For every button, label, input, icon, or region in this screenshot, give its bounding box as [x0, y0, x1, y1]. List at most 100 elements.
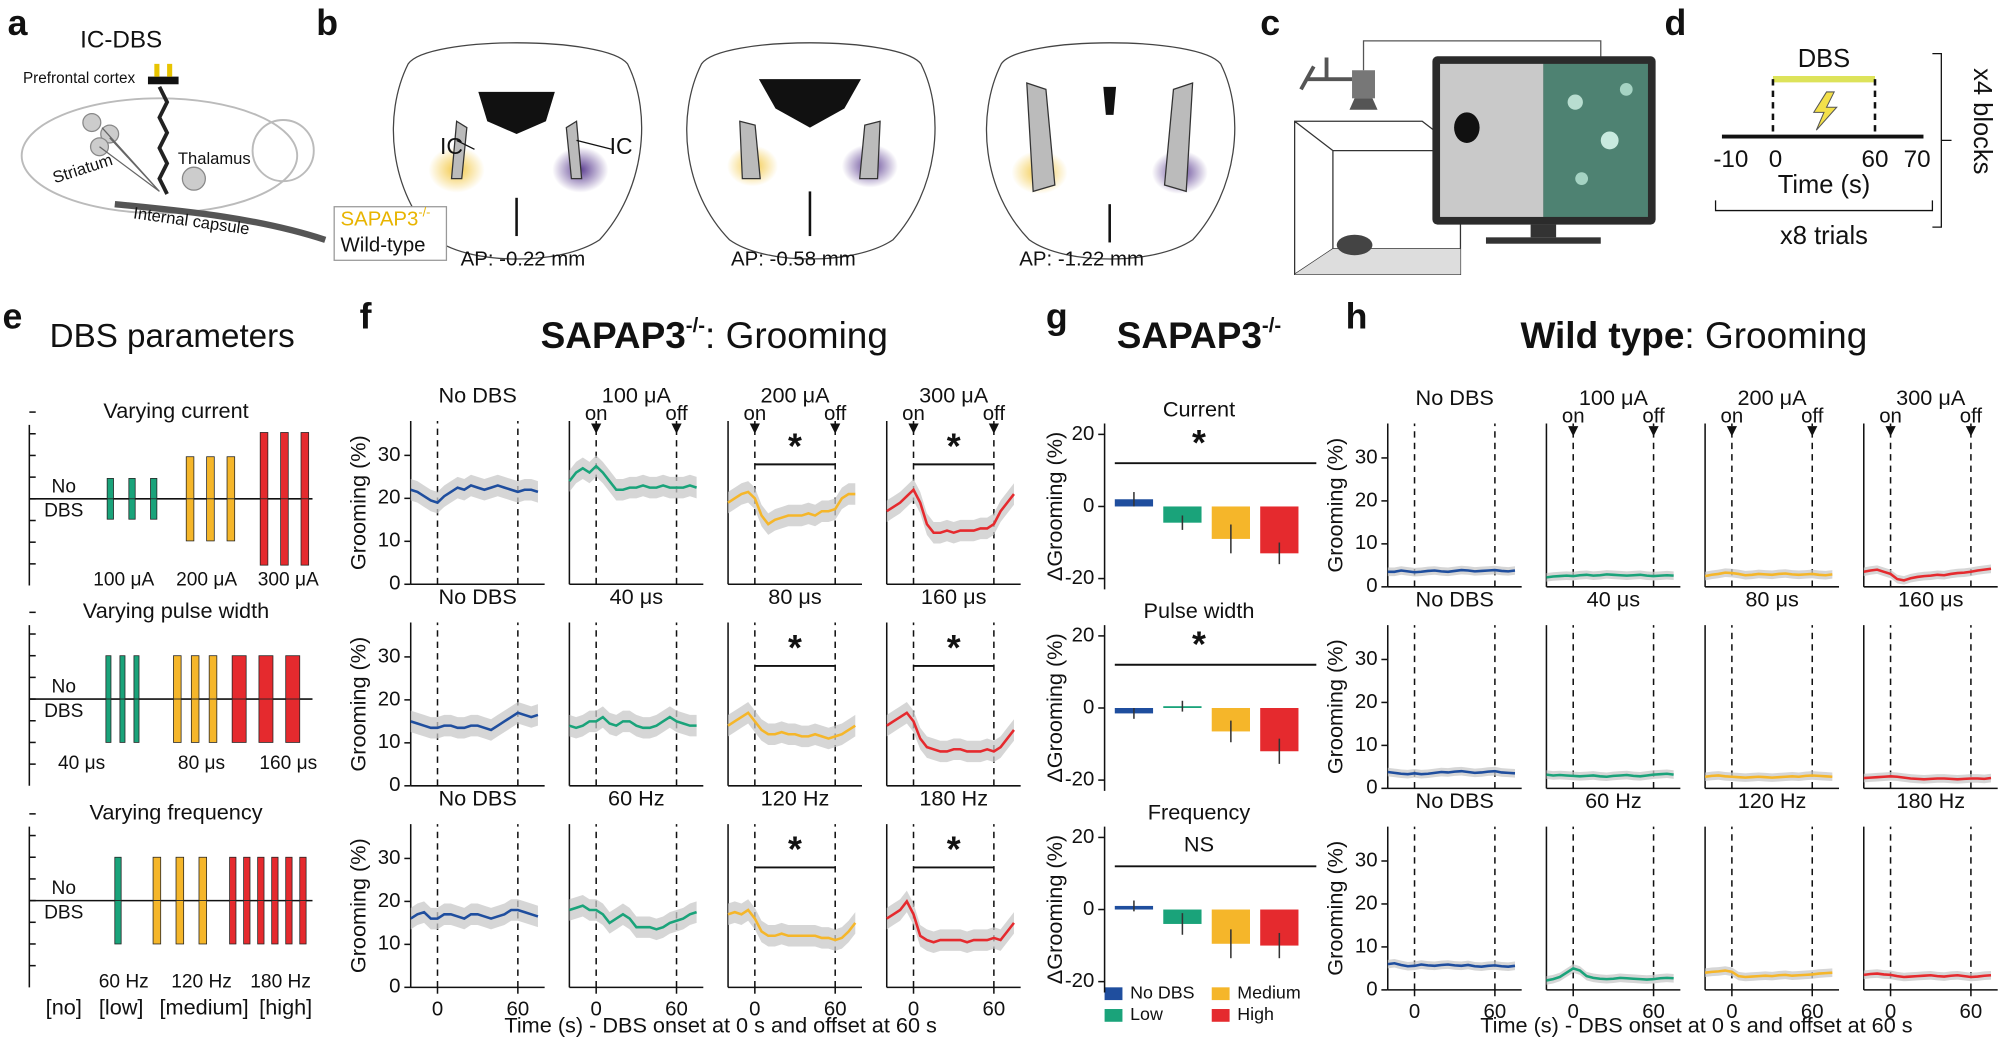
cell	[1575, 172, 1589, 186]
condition-label: 60 Hz	[99, 971, 149, 992]
annotation: off	[1642, 406, 1665, 428]
pulse-up	[226, 456, 236, 500]
brain-section	[392, 42, 643, 260]
ventricle	[478, 91, 555, 135]
pulse-down	[198, 900, 208, 945]
mouse	[1336, 234, 1373, 256]
x-tick-label: 0	[749, 999, 760, 1021]
y-axis-label: ΔGrooming (%)	[1042, 432, 1067, 581]
arrowhead	[988, 423, 999, 434]
condition-label: 80 μs	[178, 753, 225, 774]
blocks-label: x4 blocks	[1968, 68, 1996, 174]
cerebellum	[251, 119, 315, 183]
stand-base	[1485, 237, 1601, 244]
bar	[1211, 708, 1250, 732]
sem-band	[1863, 564, 1992, 585]
sem-band	[728, 481, 856, 535]
arena-floor	[1294, 248, 1461, 275]
arrowhead	[671, 423, 682, 434]
section-outline	[686, 42, 936, 260]
pulse-down	[133, 698, 140, 743]
sem-band	[569, 894, 697, 941]
ic-tract	[739, 120, 761, 180]
panel-letter: f	[360, 296, 372, 336]
pulse-down	[285, 900, 293, 945]
y-tick-label: 30	[1355, 446, 1378, 468]
arrowhead	[749, 423, 760, 434]
sem-band	[886, 702, 1014, 763]
x-tick-label: 60	[1801, 1001, 1824, 1023]
label: Prefrontal cortex	[23, 70, 136, 87]
x-tick-label: 60	[824, 999, 847, 1021]
internal-capsule	[114, 201, 327, 243]
subplot-title: No DBS	[1416, 788, 1494, 813]
line	[1387, 769, 1516, 776]
title-sup: -/-	[686, 315, 705, 337]
subplot-title: 100 μA	[1579, 385, 1649, 410]
ic-tract	[450, 120, 468, 180]
y-tick-label: 20	[1355, 489, 1378, 511]
pulse-up	[285, 856, 293, 901]
section-label: AP: -0.58 mm	[731, 249, 856, 271]
bar	[1163, 506, 1202, 523]
pulse-down	[119, 698, 126, 743]
y-tick-label: 20	[1072, 423, 1095, 445]
section-outline	[392, 42, 643, 260]
cell	[1567, 94, 1583, 110]
line	[568, 904, 698, 931]
lens	[1349, 98, 1378, 110]
ic-tract	[858, 120, 881, 180]
no-dbs-label: DBS	[44, 701, 83, 722]
panel-letter: a	[8, 3, 29, 43]
pulse-up	[190, 655, 200, 700]
pulse-down	[152, 900, 162, 945]
pulse-down	[128, 498, 136, 520]
annotation: on	[585, 403, 608, 425]
timeline-tick-label: -10	[1713, 146, 1748, 173]
y-axis-label: Grooming (%)	[345, 435, 370, 570]
thalamus	[181, 166, 206, 191]
pulse-down	[271, 900, 279, 945]
subplot-title: Current	[1163, 397, 1235, 422]
x-tick-label: 0	[432, 999, 443, 1021]
subplot-title: 300 μA	[919, 383, 989, 408]
annotation: on	[902, 403, 925, 425]
ic-label: IC	[610, 133, 633, 159]
pulse-down	[259, 498, 269, 566]
imaging-video	[1543, 63, 1648, 217]
pulse-up	[300, 432, 310, 500]
line	[1387, 568, 1516, 574]
pulse-down	[280, 498, 289, 566]
significance-label: *	[788, 830, 802, 870]
pulse-up	[185, 456, 195, 500]
y-tick-label: 0	[1083, 696, 1094, 718]
pulse-down	[258, 698, 274, 743]
x-tick-label: 0	[1568, 1001, 1579, 1023]
subplot-title: 300 μA	[1896, 385, 1966, 410]
arrowhead	[1726, 426, 1737, 437]
subplot-title: 200 μA	[1738, 385, 1808, 410]
stimulus-label: DBS	[1798, 45, 1850, 73]
arrowhead	[1568, 426, 1579, 437]
pulse-up	[119, 655, 126, 700]
legend-label: Low	[1130, 1004, 1163, 1024]
pulse-down	[206, 498, 215, 542]
pulse-up	[231, 655, 247, 700]
panel-f-title: SAPAP3-/-: Grooming	[541, 315, 888, 356]
pulse-down	[190, 698, 200, 743]
pulse-down	[175, 900, 185, 945]
y-tick-label: 20	[378, 890, 401, 912]
no-dbs-label: No	[52, 476, 76, 497]
y-tick-label: 0	[1083, 898, 1094, 920]
line	[727, 490, 856, 526]
legend-entry: Wild-type	[341, 235, 426, 257]
line	[886, 711, 1015, 753]
section-label: AP: -1.22 mm	[1019, 249, 1144, 271]
panel-a-title: IC-DBS	[80, 26, 162, 53]
x-tick-label: 0	[591, 999, 602, 1021]
block-title: Varying current	[103, 398, 248, 423]
y-tick-label: 0	[1083, 495, 1094, 517]
significance-label: *	[1192, 624, 1206, 664]
pulse-up	[150, 478, 158, 500]
